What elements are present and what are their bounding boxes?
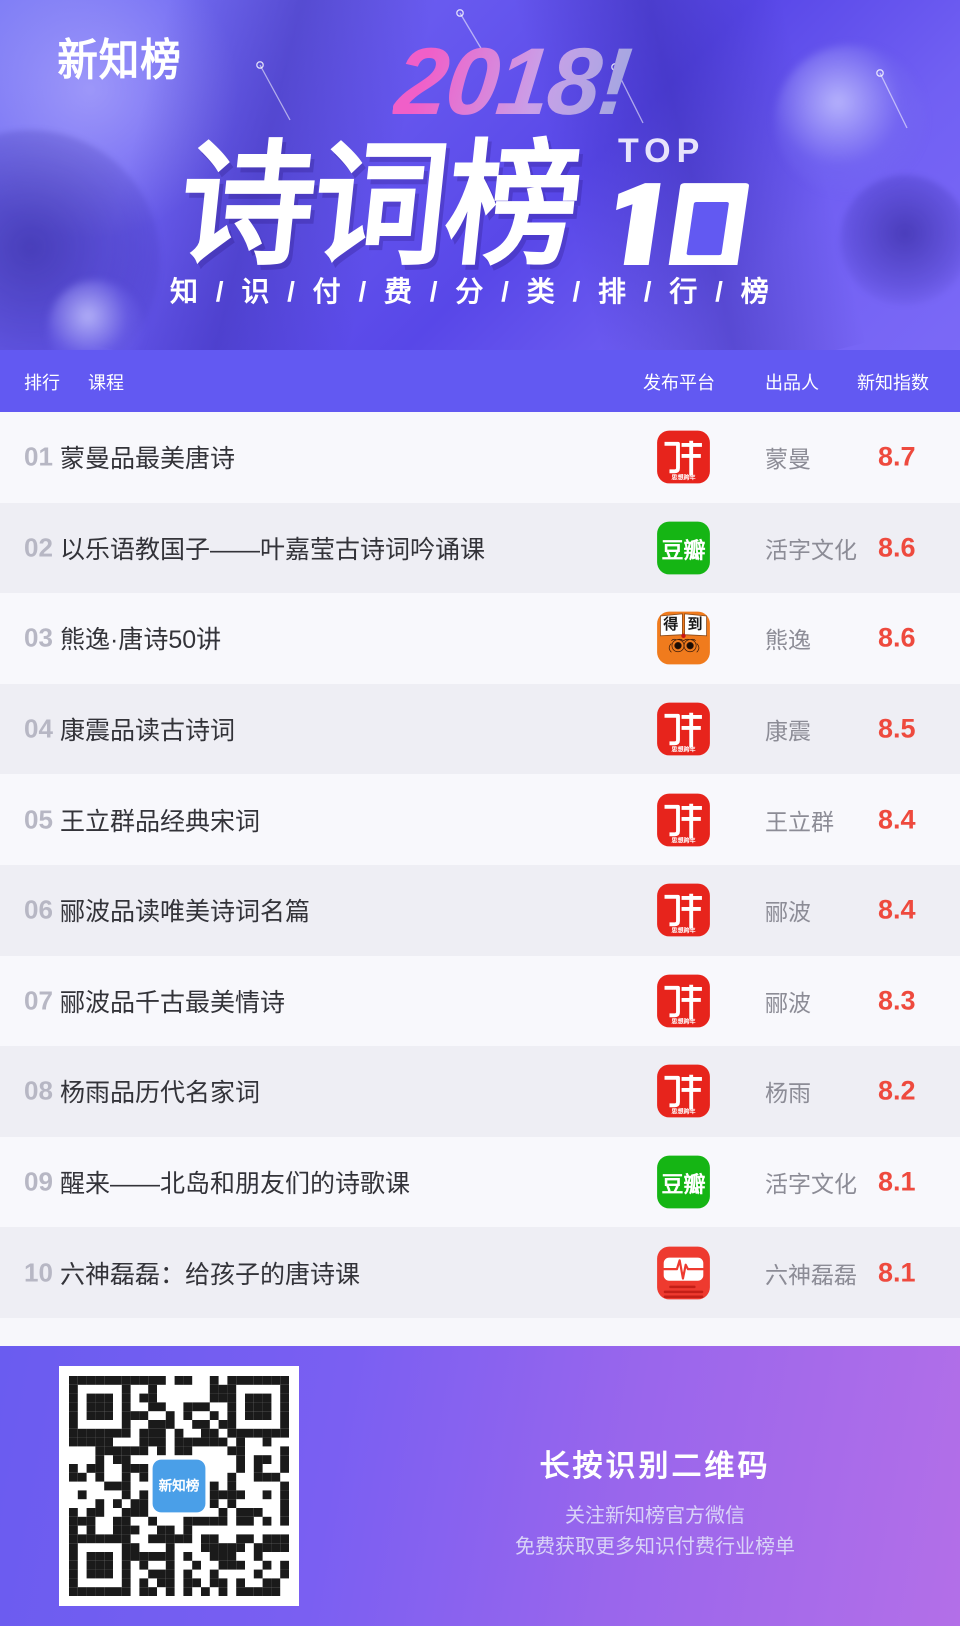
- svg-text:豆瓣: 豆瓣: [661, 538, 705, 563]
- svg-text:豆瓣: 豆瓣: [661, 1172, 705, 1197]
- svg-text:得: 得: [662, 616, 678, 634]
- svg-text:到: 到: [688, 617, 703, 634]
- svg-text:新知榜: 新知榜: [159, 1477, 200, 1493]
